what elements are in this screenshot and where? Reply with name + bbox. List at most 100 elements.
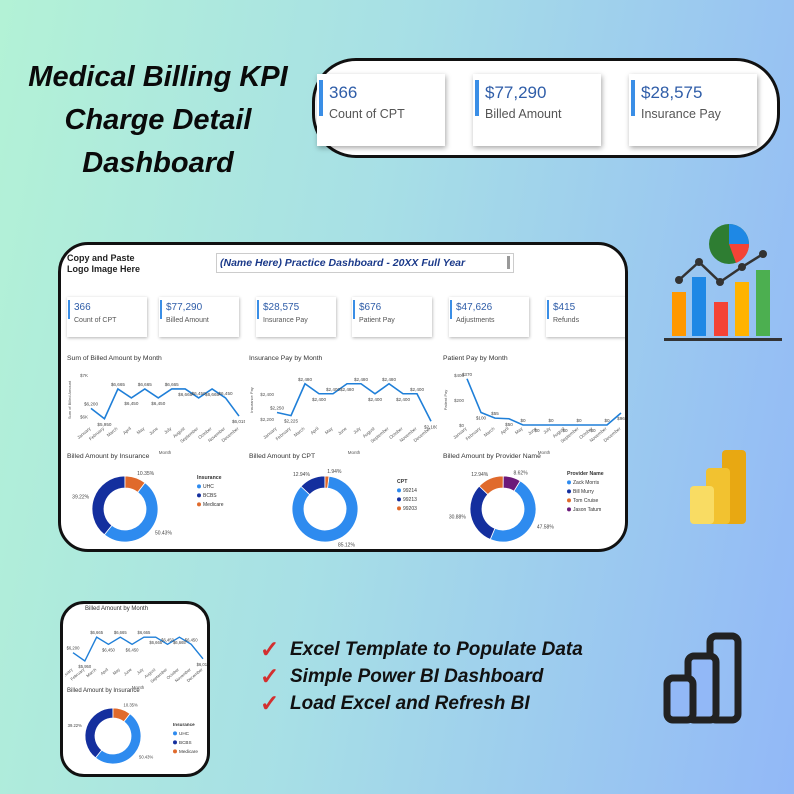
x-tick-label: March <box>483 426 496 438</box>
x-axis-label: Month <box>538 450 551 455</box>
legend-swatch <box>173 731 177 736</box>
data-label: $6,450 <box>102 647 115 652</box>
dash-kpi-refunds[interactable]: $415 Refunds <box>546 297 625 337</box>
dash-kpi-count-cpt[interactable]: 366 Count of CPT <box>67 297 147 337</box>
dash-kpi-patient-pay[interactable]: $676 Patient Pay <box>352 297 432 337</box>
chart-title: Billed Amount by CPT <box>249 453 316 460</box>
x-tick-label: January <box>65 666 74 680</box>
slice-label: 1.94% <box>327 469 342 475</box>
kpi-label: Count of CPT <box>74 317 117 324</box>
data-label: $6,450 <box>192 391 206 396</box>
mini-billed-by-insurance-donut[interactable]: 50.43% 39.22% 10.35% Insurance UHC BCBS Medica… <box>65 696 209 776</box>
kpi-label: Insurance Pay <box>641 107 721 121</box>
x-tick-label: July <box>542 425 552 434</box>
data-label: $6,665 <box>114 630 127 635</box>
donut-slice <box>469 485 496 540</box>
chart-growth-icon <box>664 222 782 346</box>
x-tick-label: February <box>88 425 106 441</box>
data-label: $6,665 <box>90 630 103 635</box>
data-label: $2,400 <box>326 387 340 392</box>
dash-kpi-adjustments[interactable]: $47,626 Adjustments <box>449 297 529 337</box>
feature-text: Load Excel and Refresh BI <box>290 692 530 714</box>
kpi-accent-bar <box>160 300 162 319</box>
billed-by-month-chart[interactable]: Sum of Billed Amount $7K $6K $6,200 $5,950 $6… <box>65 363 245 455</box>
legend-label: UHC <box>179 731 190 736</box>
x-tick-label: June <box>123 667 134 677</box>
chart-title: Billed Amount by Insurance <box>67 453 150 460</box>
title-scrollbar[interactable] <box>507 256 510 269</box>
legend-label: Zack Morris <box>573 480 600 486</box>
legend-swatch <box>173 749 177 754</box>
kpi-card-billed-amount[interactable]: $77,290 Billed Amount <box>473 74 601 146</box>
kpi-highlight-panel: 366 Count of CPT $77,290 Billed Amount $… <box>312 58 780 158</box>
mini-dashboard-screenshot: Billed Amount by Month $6,200 $5,950 $6,66… <box>60 601 210 777</box>
x-tick-label: July <box>136 666 146 675</box>
legend-swatch <box>567 507 571 512</box>
kpi-value: 366 <box>74 302 91 313</box>
x-tick-label: February <box>465 425 483 441</box>
dashboard-title: (Name Here) Practice Dashboard - 20XX Fu… <box>216 253 514 273</box>
data-label: $2,480 <box>382 377 396 382</box>
patient-pay-by-month-chart[interactable]: Patient Pay $400 $200 $0 $370 $100 $55 $50 $0 $0 $… <box>441 363 627 455</box>
kpi-accent-bar <box>353 300 355 319</box>
data-label: $0 <box>604 418 610 423</box>
data-label: $2,180 <box>424 424 437 429</box>
y-tick-label: $400 <box>454 373 465 378</box>
billed-by-provider-donut[interactable]: 47.58% 30.88% 12.94% 8.62% Provider Name Zack… <box>441 461 627 551</box>
data-label: $370 <box>462 372 473 377</box>
x-tick-label: June <box>148 426 159 436</box>
legend-label: BCBS <box>203 493 217 499</box>
x-tick-label: March <box>106 426 119 438</box>
x-tick-label: July <box>163 425 173 434</box>
logo-placeholder-line: Logo Image Here <box>67 264 141 274</box>
donut-slice <box>124 475 146 493</box>
chart-title: Sum of Billed Amount by Month <box>67 355 162 362</box>
dash-kpi-billed-amount[interactable]: $77,290 Billed Amount <box>159 297 239 337</box>
billed-by-insurance-donut[interactable]: 50.43% 39.22% 10.35% Insurance UHC BCBS Medica… <box>65 461 245 551</box>
feature-item: ✓ Load Excel and Refresh BI <box>260 690 640 717</box>
data-label: $6,450 <box>124 401 138 406</box>
slice-label: 50.43% <box>155 530 173 536</box>
x-axis-label: Month <box>132 685 145 690</box>
data-label: $6,665 <box>138 630 151 635</box>
data-label: $55 <box>491 411 499 416</box>
dashboard-screenshot: Copy and Paste Logo Image Here (Name Her… <box>58 242 628 552</box>
dash-kpi-insurance-pay[interactable]: $28,575 Insurance Pay <box>256 297 336 337</box>
kpi-accent-bar <box>257 300 259 319</box>
kpi-value: $28,575 <box>641 83 703 102</box>
headline-line: Charge Detail <box>64 104 252 136</box>
kpi-label: Billed Amount <box>166 317 209 324</box>
kpi-accent-bar <box>450 300 452 319</box>
legend-label: Jason Tatum <box>573 507 601 513</box>
x-tick-label: June <box>527 426 538 436</box>
chart-title: Patient Pay by Month <box>443 355 508 362</box>
chart-title: Billed Amount by Provider Name <box>443 453 541 460</box>
logo-placeholder-line: Copy and Paste <box>67 253 135 263</box>
data-label: $6,665 <box>165 382 179 387</box>
data-label: $2,480 <box>340 387 354 392</box>
legend-label: Tom Cruise <box>573 498 599 504</box>
kpi-accent-bar <box>631 80 635 116</box>
billed-by-cpt-donut[interactable]: 85.12% 12.94% 1.94% CPT 99214 99213 99203 <box>247 461 437 551</box>
chart-title: Insurance Pay by Month <box>249 355 323 362</box>
insurance-pay-by-month-chart[interactable]: Insurance Pay $2,400 $2,200 $2,250 $2,225 $2,… <box>247 363 437 455</box>
data-label: $6,015 <box>197 662 209 667</box>
data-label: $6,450 <box>185 637 198 642</box>
kpi-card-insurance-pay[interactable]: $28,575 Insurance Pay <box>629 74 757 146</box>
feature-list: ✓ Excel Template to Populate Data ✓ Simp… <box>260 636 640 717</box>
x-tick-label: May <box>136 425 146 435</box>
series-line <box>90 387 240 421</box>
slice-label: 39.22% <box>68 723 82 728</box>
slice-label: 50.43% <box>139 754 153 759</box>
slice-label: 10.35% <box>124 703 138 708</box>
y-axis-label: Patient Pay <box>443 390 448 410</box>
donut-slice <box>291 475 359 543</box>
data-label: $2,250 <box>270 406 284 411</box>
headline-line: Dashboard <box>82 147 234 179</box>
data-label: $2,480 <box>354 377 368 382</box>
legend-title: CPT <box>397 479 408 485</box>
legend-title: Provider Name <box>567 471 604 477</box>
kpi-card-count-cpt[interactable]: 366 Count of CPT <box>317 74 445 146</box>
mini-billed-by-month-chart[interactable]: $6,200$5,950$6,665$6,450$6,665$6,450$6,6… <box>65 614 209 690</box>
legend-swatch <box>567 480 571 485</box>
